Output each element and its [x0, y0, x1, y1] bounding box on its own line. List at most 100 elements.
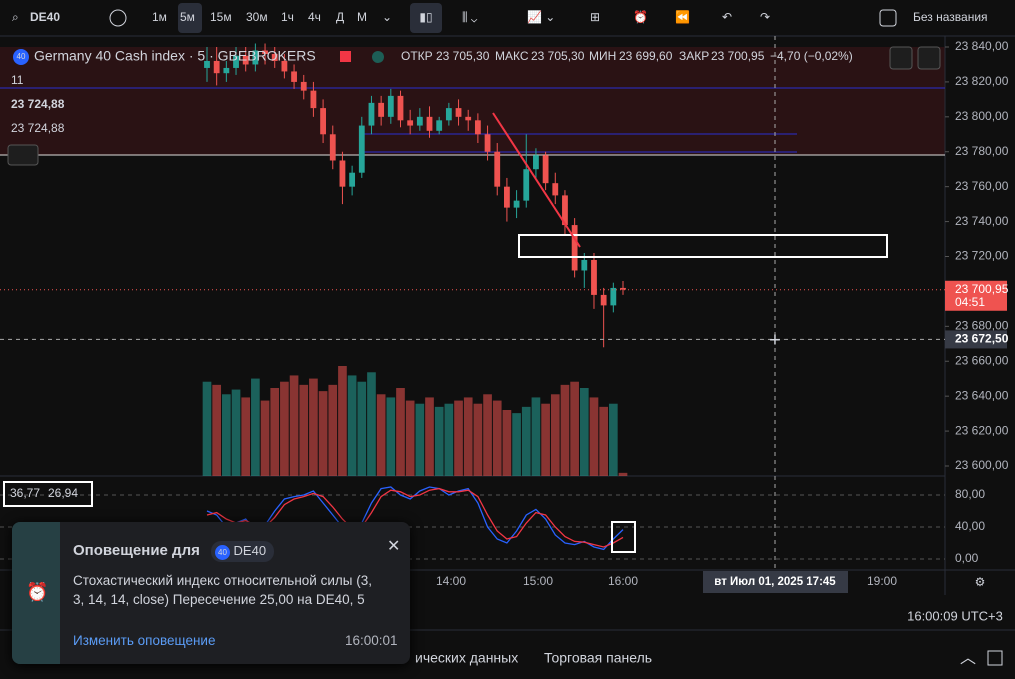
alert-edit-link[interactable]: Изменить оповещение: [73, 633, 216, 648]
indicators-icon[interactable]: 📈 ⌄: [527, 10, 555, 24]
time-label: 14:00: [436, 574, 466, 588]
stoch-d-line: [206, 487, 624, 548]
flag[interactable]: [340, 51, 351, 62]
volume-bar: [280, 381, 289, 476]
candle-body: [484, 134, 491, 152]
volume-bar: [483, 394, 492, 476]
checkbox[interactable]: [879, 9, 897, 27]
active-interval-bg: [178, 3, 202, 33]
volume-bar: [299, 384, 309, 476]
indicator-value-a: 23 724,88: [11, 97, 65, 111]
symbol[interactable]: DE40: [30, 10, 60, 24]
tab-trading[interactable]: Торговая панель: [544, 650, 652, 666]
volume-bar: [251, 378, 260, 476]
volume-bar: [405, 400, 415, 476]
price-label: 23 780,00: [955, 144, 1009, 158]
candle-body: [339, 160, 346, 187]
candle-body: [571, 225, 578, 271]
maximize-panel[interactable]: [987, 650, 1003, 666]
alert-close[interactable]: ✕: [387, 538, 401, 555]
settings-icon[interactable]: ⚙: [975, 575, 986, 589]
candle-body: [329, 134, 336, 161]
interval-button[interactable]: Д: [336, 10, 344, 24]
candle-body: [465, 116, 472, 121]
volume-bar: [570, 381, 579, 476]
candle-body: [271, 53, 278, 61]
replay-icon[interactable]: ⏪: [675, 10, 690, 24]
candle-body: [552, 183, 559, 196]
candle-body: [513, 200, 520, 208]
bars-icon[interactable]: ⫼ ⌄: [462, 10, 478, 24]
fullscreen-button[interactable]: [917, 46, 941, 70]
crosshair-time: вт Июл 01, 2025 17:45: [714, 576, 836, 588]
alert-popup: ⏰ Оповещение для 40 DE40 ✕ Стохастически…: [12, 522, 410, 664]
alert-time: 16:00:01: [345, 633, 398, 648]
candle-body: [610, 287, 617, 306]
legend-badge-text: 40: [17, 52, 26, 61]
candle-body: [426, 116, 433, 131]
interval-button[interactable]: 15м: [210, 10, 232, 24]
high-label: МАКС: [495, 49, 529, 63]
collapse-button[interactable]: [7, 144, 39, 166]
interval-button[interactable]: 30м: [246, 10, 268, 24]
volume-bar: [541, 403, 550, 476]
price-label: 23 640,00: [955, 388, 1009, 402]
layout-icon[interactable]: ⊞: [590, 10, 600, 24]
candle-body: [494, 151, 501, 187]
candle-body: [281, 60, 288, 72]
last-price-tag: [945, 280, 1007, 311]
candle-body: [620, 287, 626, 290]
candle-body: [291, 71, 297, 82]
volume-bar: [608, 403, 618, 476]
scroll-button[interactable]: [889, 46, 913, 70]
volume-bar: [589, 397, 599, 476]
candle-body: [349, 172, 356, 187]
stoch-annotation-box: [611, 521, 636, 553]
price-label: 23 660,00: [955, 353, 1009, 367]
volume-bar: [231, 389, 241, 476]
volume-bar: [444, 403, 454, 476]
interval-button[interactable]: 1м: [152, 10, 167, 24]
clock: 16:00:09 UTC+3: [907, 608, 1003, 623]
price-label: 23 840,00: [955, 39, 1009, 53]
interval-button[interactable]: 5м: [180, 10, 195, 24]
interval-button[interactable]: М: [357, 10, 367, 24]
candle-body: [591, 259, 597, 295]
candle-body: [262, 50, 268, 54]
alert-icon[interactable]: ⏰: [633, 9, 648, 24]
open-label: ОТКР: [401, 49, 433, 63]
tab-data[interactable]: ических данных: [415, 650, 518, 666]
last-price-label: 23 700,95: [955, 282, 1009, 296]
collapse-panel[interactable]: ︿: [960, 650, 976, 667]
undo[interactable]: ↶: [722, 10, 732, 24]
candle-body: [242, 55, 249, 65]
candle-body: [436, 120, 443, 131]
candle-body: [474, 120, 481, 135]
annotation-box: [518, 234, 888, 258]
volume-bar: [241, 397, 251, 476]
layout-name[interactable]: Без названия: [913, 10, 988, 24]
time-label: 15:00: [523, 574, 553, 588]
add-symbol[interactable]: [109, 9, 127, 27]
crosshair-label: 23 672,50: [955, 332, 1009, 346]
interval-button[interactable]: 1ч: [281, 10, 294, 24]
volume-bar: [473, 403, 483, 476]
volume-bar: [318, 391, 328, 476]
volume-bar: [579, 388, 589, 476]
volume-bar: [338, 366, 347, 476]
chart-type-icon[interactable]: ▮▯: [419, 10, 432, 24]
volume-bar: [270, 388, 280, 476]
chart-type-bg[interactable]: [410, 3, 442, 33]
stoch-label: 0,00: [955, 551, 979, 565]
volume-bar: [512, 413, 521, 476]
highlight-zone: [0, 47, 945, 155]
redo[interactable]: ↷: [760, 10, 770, 24]
status-dot: [372, 51, 384, 63]
interval-menu[interactable]: ⌄: [382, 10, 392, 24]
stoch-highlight: [3, 481, 93, 507]
volume-bar: [202, 381, 212, 476]
candle-body: [504, 186, 510, 208]
interval-button[interactable]: 4ч: [308, 10, 321, 24]
search-icon[interactable]: ⌕: [12, 10, 19, 24]
high-value: 23 705,30: [531, 49, 585, 63]
